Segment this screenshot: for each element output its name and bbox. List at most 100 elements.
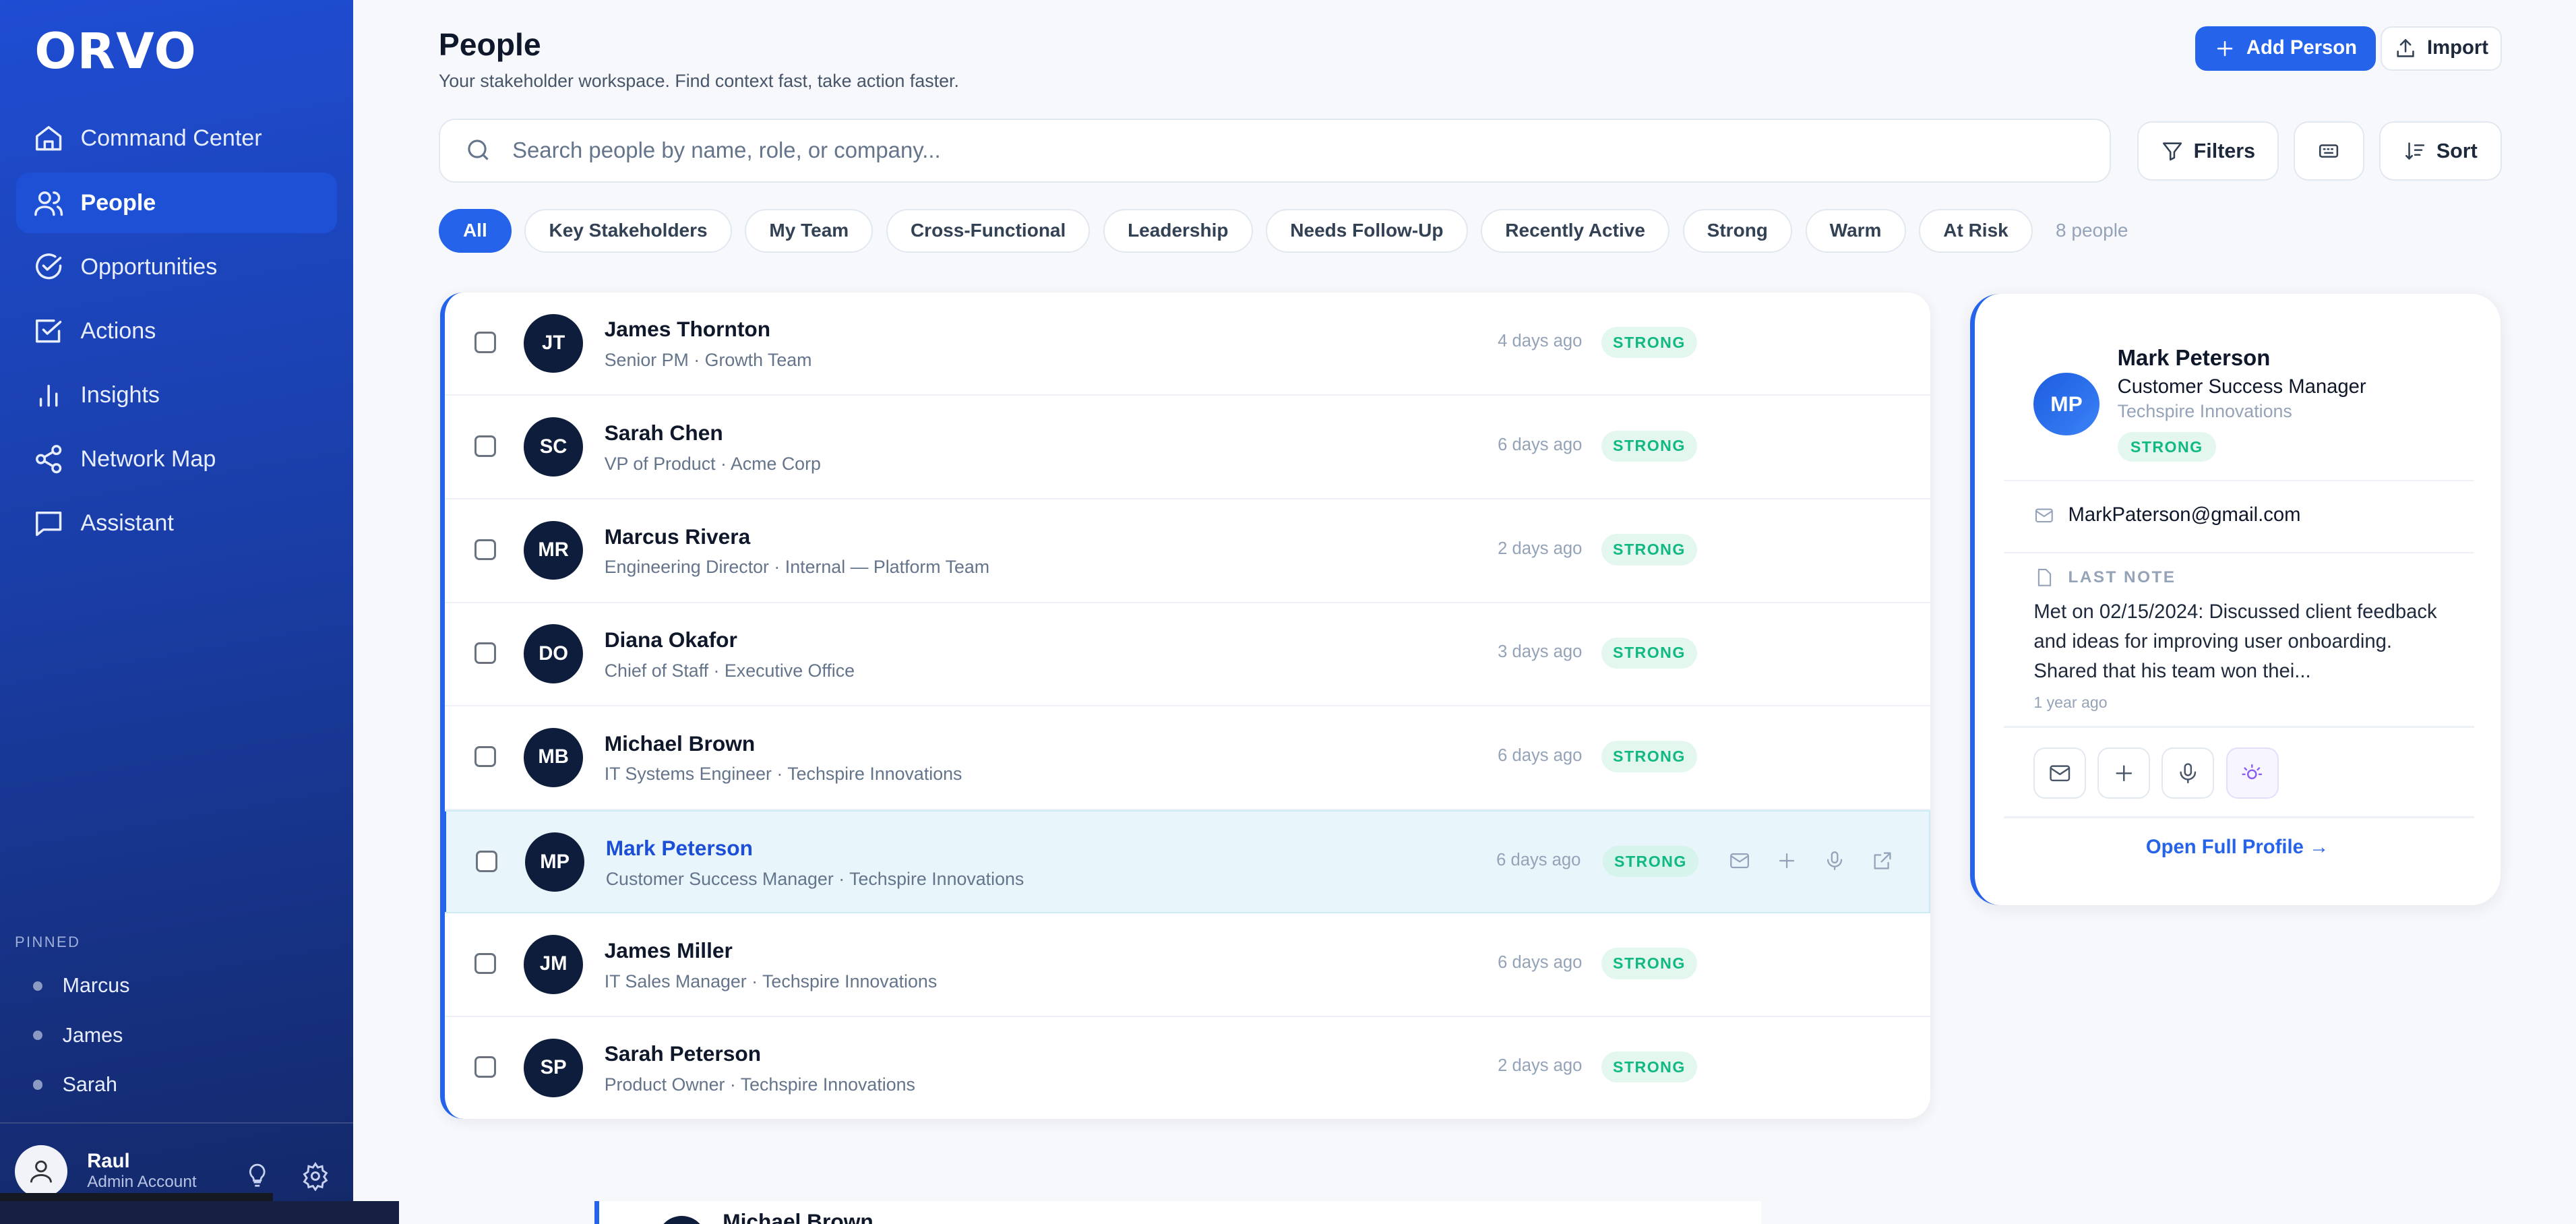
keyboard-shortcuts-button[interactable] [2293, 121, 2364, 181]
sidebar-nav: Command Center People Opportunities Acti… [16, 109, 337, 557]
person-name[interactable]: Michael Brown [604, 731, 756, 756]
filter-chip-strong[interactable]: Strong [1682, 208, 1793, 253]
filter-chip-needs-follow-up[interactable]: Needs Follow-Up [1266, 208, 1468, 253]
sidebar-item-label: Assistant [80, 510, 174, 536]
filter-chip-cross-functional[interactable]: Cross-Functional [886, 208, 1091, 253]
divider [2004, 552, 2474, 554]
ai-insight-button[interactable] [2226, 747, 2279, 799]
sort-button[interactable]: Sort [2379, 121, 2503, 181]
person-meta: Chief of Staff · Executive Office [604, 660, 855, 681]
detail-name: Mark Peterson [2117, 344, 2271, 370]
row-checkbox[interactable] [476, 851, 497, 872]
table-row[interactable]: JM James Miller IT Sales Manager · Techs… [445, 913, 1931, 1017]
pinned-heading: PINNED [14, 933, 81, 950]
user-name: Raul [87, 1151, 130, 1173]
filter-chip-at-risk[interactable]: At Risk [1919, 208, 2033, 253]
table-row[interactable]: DO Diana Okafor Chief of Staff · Executi… [445, 603, 1931, 707]
person-name[interactable]: James Miller [604, 938, 733, 962]
table-row[interactable]: MP Mark Peterson Customer Success Manage… [445, 809, 1931, 914]
mail-icon [2050, 764, 2071, 781]
table-row[interactable]: SP Sarah Peterson Product Owner · Techsp… [445, 1017, 1930, 1119]
search-icon [468, 140, 489, 160]
last-activity: 4 days ago [1498, 332, 1583, 351]
row-checkbox[interactable] [474, 332, 496, 354]
scrollbar[interactable] [0, 1192, 273, 1201]
filter-chip-all[interactable]: All [438, 208, 512, 253]
search-input[interactable] [512, 137, 1991, 164]
filter-chip-key-stakeholders[interactable]: Key Stakeholders [524, 208, 732, 253]
status-badge: STRONG [2117, 432, 2216, 462]
pinned-item-sarah[interactable]: Sarah [32, 1072, 117, 1097]
sidebar-item-network-map[interactable]: Network Map [16, 429, 336, 489]
row-checkbox[interactable] [474, 952, 496, 975]
gear-icon[interactable] [301, 1161, 330, 1192]
microphone-icon [2180, 762, 2197, 783]
circle-check-icon [35, 253, 62, 280]
sidebar-item-actions[interactable]: Actions [16, 301, 336, 361]
page-title: People [438, 27, 541, 62]
import-button[interactable]: Import [2380, 26, 2503, 71]
person-name[interactable]: Diana Okafor [604, 628, 737, 652]
last-activity: 6 days ago [1498, 435, 1583, 454]
person-name[interactable]: James Thornton [604, 317, 771, 342]
user-icon [30, 1160, 53, 1183]
last-activity: 6 days ago [1498, 952, 1583, 972]
sidebar-item-insights[interactable]: Insights [16, 365, 336, 425]
email-button[interactable] [2033, 747, 2087, 799]
sidebar-item-label: Opportunities [80, 253, 218, 280]
sidebar-item-assistant[interactable]: Assistant [16, 493, 336, 553]
plus-icon[interactable] [1775, 849, 1798, 872]
person-meta: Senior PM · Growth Team [604, 350, 812, 371]
avatar: DO [524, 624, 583, 683]
filter-chip-my-team[interactable]: My Team [745, 208, 873, 253]
logo[interactable]: ORVO [34, 23, 197, 81]
sidebar-item-command-center[interactable]: Command Center [16, 109, 336, 169]
detail-email[interactable]: MarkPaterson@gmail.com [2033, 504, 2301, 526]
search-bar[interactable] [438, 118, 2112, 183]
microphone-icon[interactable] [1823, 849, 1846, 872]
filter-chip-warm[interactable]: Warm [1805, 208, 1906, 253]
bar-chart-icon [39, 384, 58, 407]
table-row[interactable]: MB Michael Brown IT Systems Engineer · T… [445, 706, 1931, 810]
table-row[interactable]: SC Sarah Chen VP of Product · Acme Corp … [445, 396, 1931, 499]
open-full-profile-link[interactable]: Open Full Profile → [2145, 836, 2329, 858]
row-checkbox[interactable] [474, 745, 496, 768]
lightbulb-icon[interactable] [243, 1161, 271, 1189]
external-link-icon[interactable] [1871, 849, 1894, 872]
row-checkbox[interactable] [474, 539, 496, 561]
sidebar-item-opportunities[interactable]: Opportunities [16, 237, 336, 297]
table-row[interactable]: MR Marcus Rivera Engineering Director · … [445, 499, 1931, 603]
pinned-item-marcus[interactable]: Marcus [32, 974, 129, 998]
voice-note-button[interactable] [2161, 747, 2215, 799]
person-name[interactable]: Mark Peterson [605, 836, 753, 861]
person-name: Michael Brown [723, 1209, 873, 1224]
home-icon [35, 125, 62, 151]
people-count: 8 people [2056, 220, 2128, 241]
last-note-label: LAST NOTE [2033, 567, 2176, 588]
add-person-button[interactable]: Add Person [2195, 26, 2376, 71]
add-button[interactable] [2097, 747, 2151, 799]
row-checkbox[interactable] [474, 1056, 496, 1078]
mail-icon[interactable] [1728, 849, 1751, 872]
person-name[interactable]: Sarah Peterson [604, 1041, 762, 1066]
plus-icon [2116, 764, 2133, 781]
row-checkbox[interactable] [474, 435, 496, 457]
sidebar-item-people[interactable]: People [16, 172, 337, 234]
row-checkbox[interactable] [474, 642, 496, 664]
row-actions [1728, 849, 1919, 872]
detail-company: Techspire Innovations [2117, 400, 2292, 421]
user-profile[interactable]: Raul Admin Account [14, 1144, 197, 1198]
filters-button[interactable]: Filters [2137, 121, 2279, 181]
table-row[interactable]: JT James Thornton Senior PM · Growth Tea… [445, 293, 1931, 396]
sidebar-item-label: Insights [80, 381, 160, 408]
pinned-label: Sarah [62, 1072, 117, 1096]
last-activity: 3 days ago [1498, 642, 1583, 662]
person-name[interactable]: Marcus Rivera [604, 524, 751, 549]
pinned-item-james[interactable]: James [32, 1024, 123, 1047]
avatar: SP [524, 1038, 583, 1098]
dot-icon [32, 1079, 43, 1090]
status-badge: STRONG [1601, 741, 1697, 772]
filter-chip-leadership[interactable]: Leadership [1103, 208, 1253, 253]
filter-chip-recently-active[interactable]: Recently Active [1481, 208, 1670, 253]
person-name[interactable]: Sarah Chen [604, 421, 723, 445]
